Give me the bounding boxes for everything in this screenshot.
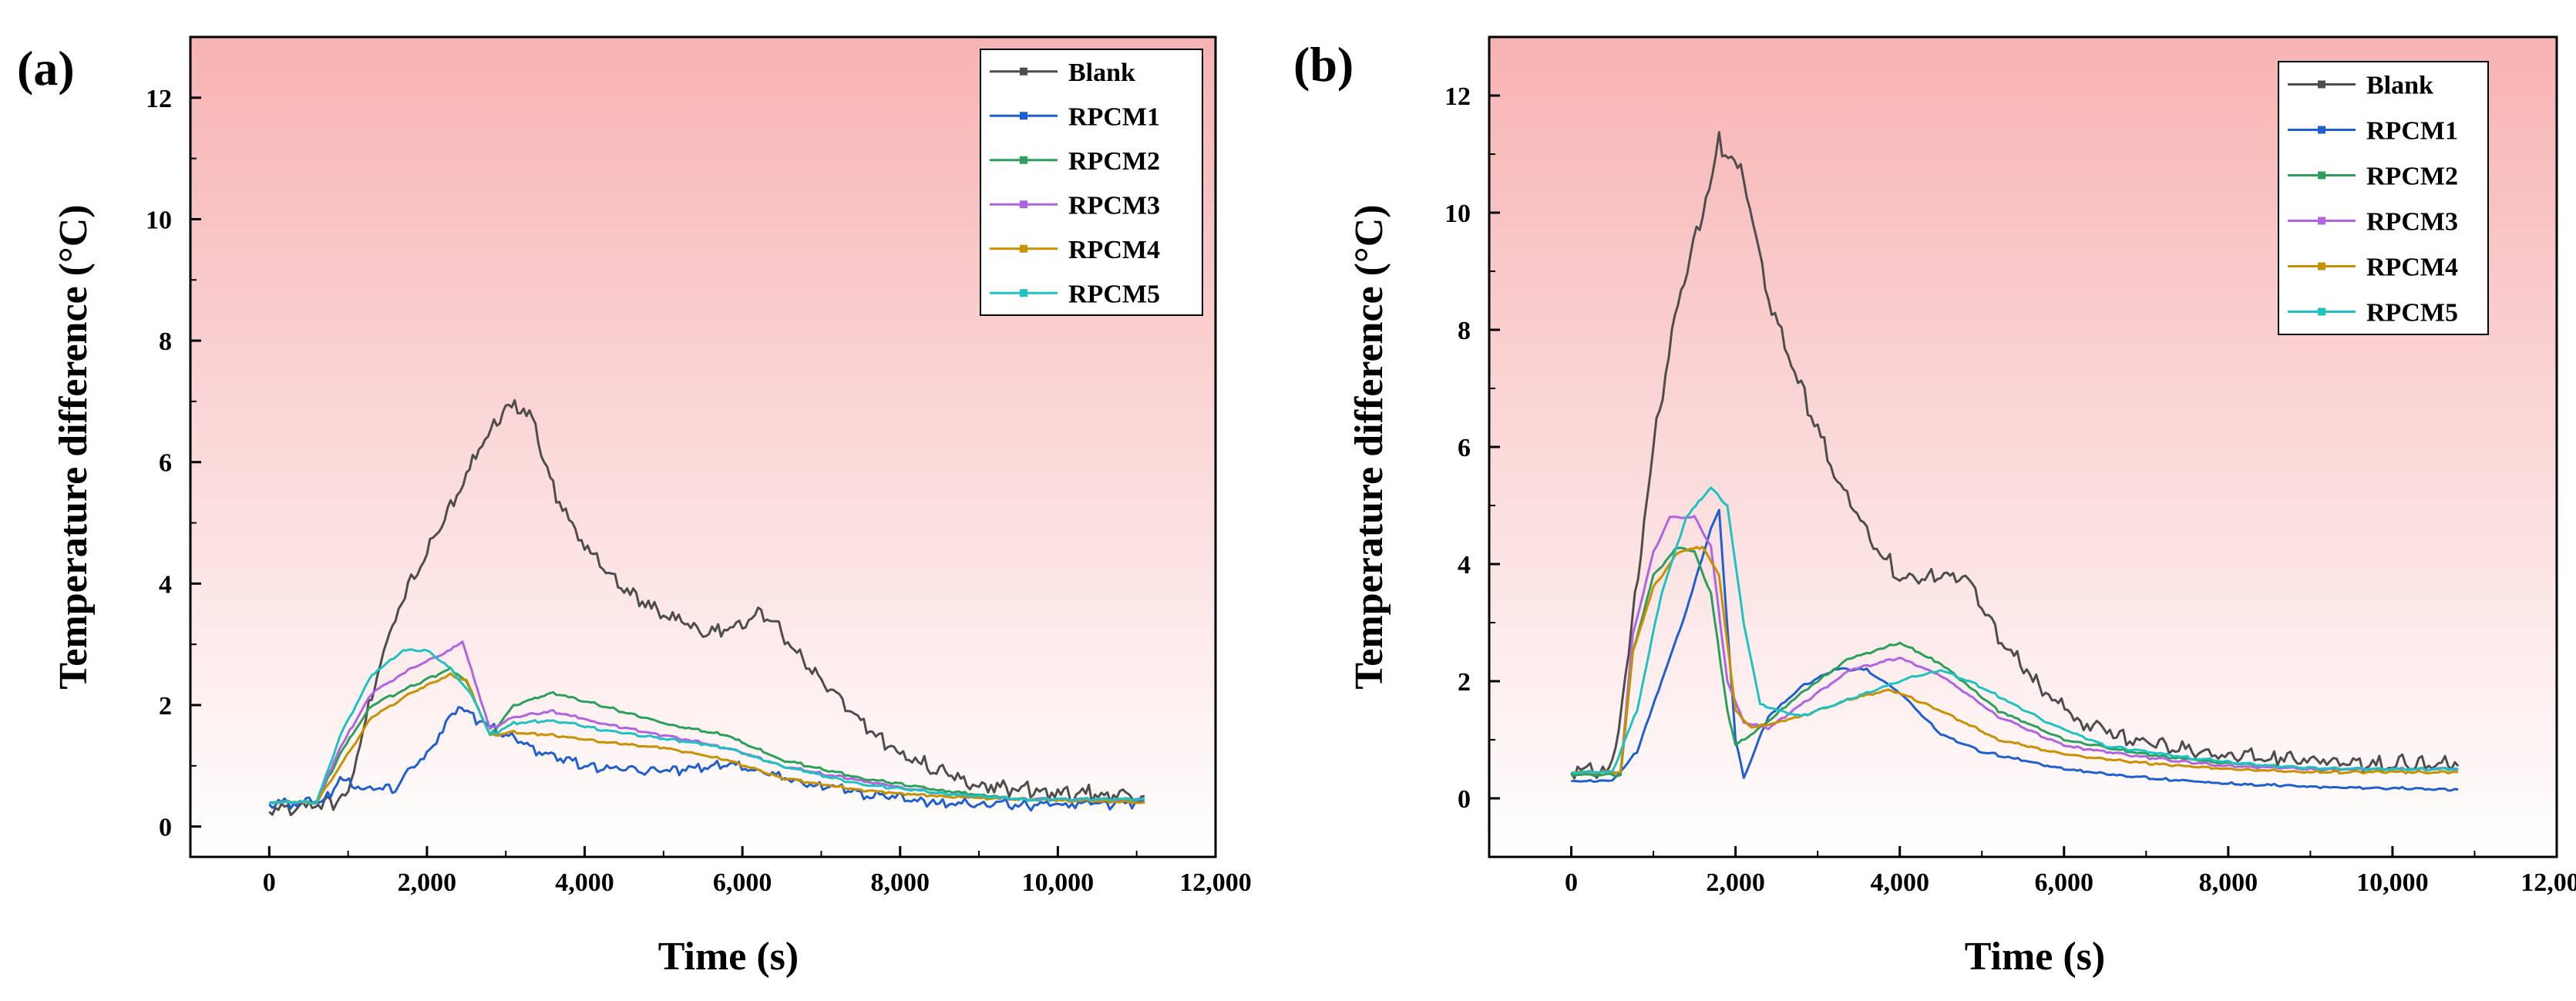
series-line-rpcm1 <box>268 706 1145 812</box>
panel-b-label: (b) <box>1293 37 1354 92</box>
series-line-rpcm5 <box>268 648 1145 805</box>
legend-marker-rpcm2 <box>2318 171 2325 180</box>
x-tick-label: 10,000 <box>2356 868 2429 897</box>
legend-marker-rpcm5 <box>2318 307 2325 316</box>
legend-label-rpcm5: RPCM5 <box>1068 280 1160 308</box>
x-tick-label: 2,000 <box>398 868 457 897</box>
legend-marker-rpcm4 <box>1020 244 1027 253</box>
panel-a-plot-frame <box>189 35 1217 858</box>
y-tick-label: 0 <box>159 814 172 842</box>
series-line-blank <box>268 398 1145 817</box>
legend-box <box>2278 61 2489 335</box>
legend-label-rpcm3: RPCM3 <box>2366 208 2458 237</box>
x-tick-label: 8,000 <box>2199 868 2258 897</box>
panel-b-y-axis-title: Temperature difference (°C) <box>1347 204 1391 689</box>
y-tick-label: 2 <box>159 692 172 721</box>
legend-marker-rpcm5 <box>1020 289 1027 297</box>
legend-label-rpcm5: RPCM5 <box>2366 299 2458 328</box>
legend-label-rpcm4: RPCM4 <box>2366 254 2458 282</box>
x-tick-label: 2,000 <box>1706 868 1765 897</box>
panel-a-y-axis-title: Temperature difference (°C) <box>52 204 96 689</box>
legend-marker-rpcm1 <box>2318 126 2325 134</box>
series-line-rpcm1 <box>1571 509 2459 792</box>
x-tick-label: 4,000 <box>555 868 614 897</box>
y-tick-label: 6 <box>1458 434 1471 462</box>
series-line-rpcm5 <box>1571 486 2459 774</box>
panel-b-series <box>1570 131 2460 792</box>
legend-marker-blank <box>1020 67 1027 76</box>
y-tick-label: 8 <box>1458 317 1471 345</box>
panel-b-legend: Blank RPCM1 RPCM2 RPCM3 RPCM4 RPCM5 <box>2278 61 2489 335</box>
panel-a-legend: Blank RPCM1 RPCM2 RPCM3 RPCM4 RPCM5 <box>980 49 1203 316</box>
x-tick-label: 8,000 <box>871 868 930 897</box>
legend-marker-rpcm2 <box>1020 156 1027 164</box>
legend-marker-blank <box>2318 80 2325 89</box>
panel-a-label: (a) <box>17 41 75 96</box>
y-tick-label: 12 <box>146 85 172 113</box>
y-tick-label: 0 <box>1458 785 1471 814</box>
panel-a-x-axis-title: Time (s) <box>658 935 799 979</box>
y-tick-label: 12 <box>1444 82 1471 111</box>
y-tick-label: 8 <box>159 328 172 356</box>
legend-label-rpcm3: RPCM3 <box>1068 191 1160 220</box>
legend-label-rpcm2: RPCM2 <box>2366 163 2458 191</box>
legend-box <box>980 49 1203 316</box>
x-tick-label: 6,000 <box>2035 868 2094 897</box>
x-tick-label: 12,000 <box>1179 868 1252 897</box>
x-tick-label: 10,000 <box>1022 868 1095 897</box>
x-tick-label: 6,000 <box>713 868 772 897</box>
legend-marker-rpcm4 <box>2318 262 2325 270</box>
panel-b: (b) 0 2,000 4,000 6,000 8,000 10,000 12,000 0 2 4… <box>1293 35 2576 979</box>
y-tick-label: 2 <box>1458 668 1471 697</box>
legend-label-rpcm1: RPCM1 <box>1068 102 1160 131</box>
x-tick-label: 0 <box>263 868 276 897</box>
legend-label-rpcm1: RPCM1 <box>2366 117 2458 146</box>
x-tick-label: 12,000 <box>2521 868 2576 897</box>
y-tick-label: 4 <box>1458 551 1471 579</box>
y-tick-label: 10 <box>146 206 172 234</box>
panel-b-plot-frame <box>1488 35 2558 858</box>
series-line-rpcm3 <box>1571 515 2459 774</box>
legend-marker-rpcm3 <box>2318 217 2325 225</box>
legend-marker-rpcm3 <box>1020 200 1027 209</box>
panel-b-x-axis-title: Time (s) <box>1965 935 2105 979</box>
legend-marker-rpcm1 <box>1020 112 1027 120</box>
legend-label-rpcm4: RPCM4 <box>1068 236 1160 264</box>
y-tick-label: 6 <box>159 449 172 478</box>
x-tick-label: 4,000 <box>1870 868 1929 897</box>
legend-label-blank: Blank <box>2366 72 2433 100</box>
legend-label-rpcm2: RPCM2 <box>1068 147 1160 176</box>
legend-label-blank: Blank <box>1068 59 1135 87</box>
series-line-rpcm4 <box>1571 546 2459 775</box>
y-tick-label: 4 <box>159 570 172 599</box>
x-tick-label: 0 <box>1565 868 1578 897</box>
panel-a: (a) 0 2,000 4,000 6,000 8,000 10,000 12,000 0 2 4… <box>17 35 1252 979</box>
panel-a-series <box>268 398 1145 817</box>
panel-b-ticks: 0 2,000 4,000 6,000 8,000 10,000 12,000 0 2 4 6 8 10… <box>1444 36 2576 897</box>
series-line-blank <box>1570 131 2460 780</box>
panel-a-ticks: 0 2,000 4,000 6,000 8,000 10,000 12,000 0 2 4 6 8 10… <box>146 36 1252 897</box>
y-tick-label: 10 <box>1444 200 1471 228</box>
